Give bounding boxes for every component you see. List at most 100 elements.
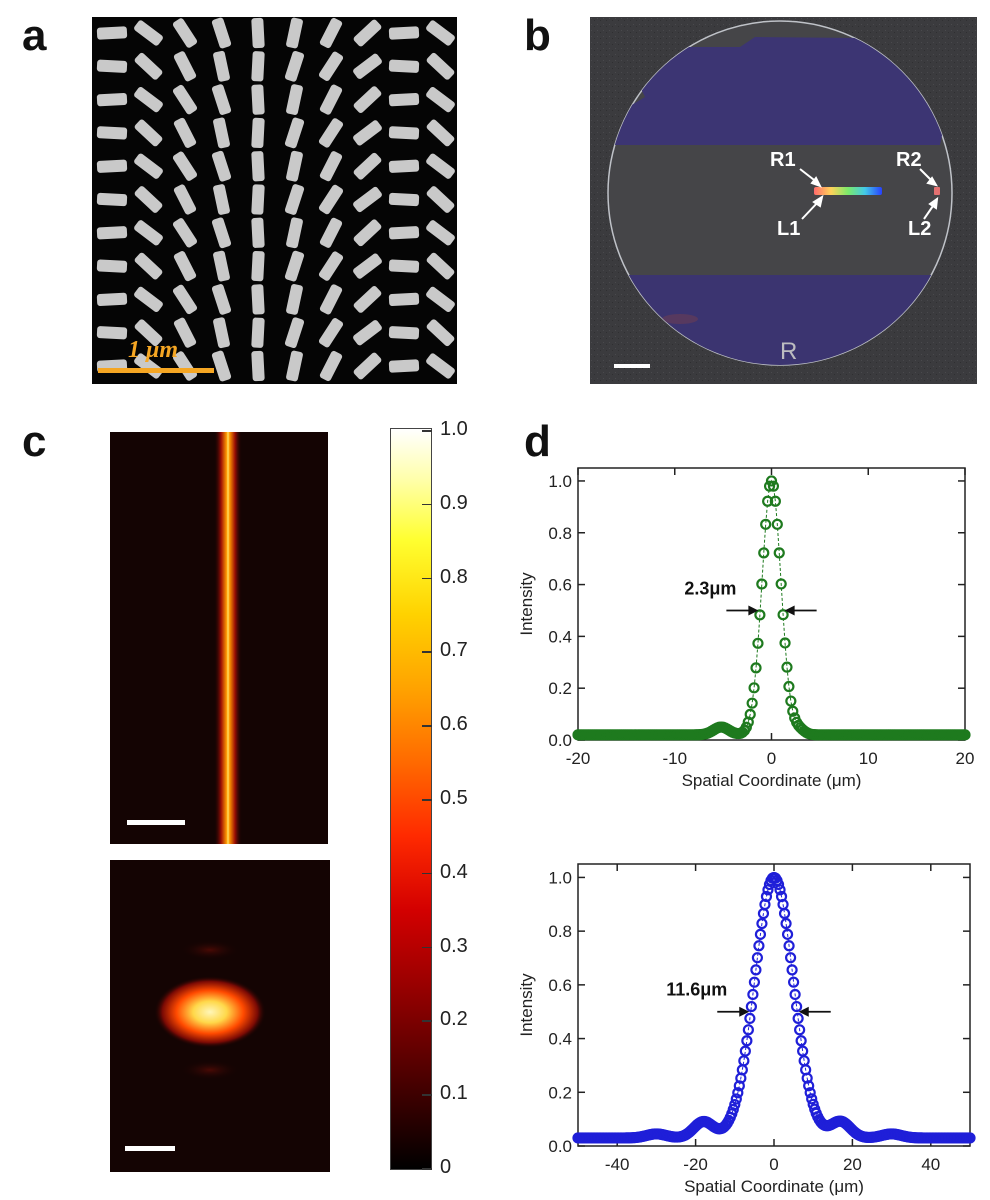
- data-point: [732, 1087, 744, 1099]
- fwhm-arrowhead-right: [784, 605, 795, 616]
- scale-bar-b: [614, 364, 650, 368]
- y-tick-label: 0.8: [548, 524, 572, 543]
- data-point: [742, 1024, 754, 1036]
- nanorod: [211, 217, 232, 249]
- scale-bar-c-top: [127, 820, 185, 825]
- nanorod: [388, 326, 420, 340]
- nanorod: [172, 218, 198, 248]
- nanorod: [286, 17, 303, 49]
- data-point: [778, 907, 791, 920]
- y-tick-label: 1.0: [548, 472, 572, 491]
- data-point: [740, 721, 752, 733]
- nanorod: [173, 251, 197, 282]
- colorbar-tick-label: 0: [440, 1156, 452, 1178]
- x-axis-label: Spatial Coordinate (μm): [684, 1177, 864, 1196]
- metalens-l1-rainbow: [814, 187, 882, 195]
- nanorod: [251, 350, 265, 382]
- nanorod: [211, 84, 232, 115]
- data-point: [767, 480, 780, 492]
- data-point: [748, 682, 760, 694]
- nanorod: [172, 84, 198, 115]
- focal-line-drawing: [127, 432, 242, 844]
- colorbar-tick-label: 0.3: [440, 934, 468, 957]
- nanorod: [388, 126, 420, 140]
- data-point: [733, 1080, 745, 1092]
- data-point: [754, 609, 766, 621]
- nanorod: [284, 184, 305, 215]
- data-point: [758, 547, 770, 559]
- data-point: [762, 495, 774, 507]
- data-point: [779, 637, 791, 649]
- fwhm-arrowhead-left: [739, 1006, 750, 1017]
- y-axis-label: Intensity: [520, 572, 536, 636]
- data-point: [756, 917, 768, 930]
- data-point: [801, 1072, 813, 1084]
- data-point: [783, 940, 795, 952]
- nanorod: [353, 286, 382, 313]
- nanorod: [284, 50, 305, 82]
- nanorod: [286, 150, 303, 182]
- colorbar-tick-label: 0.1: [440, 1082, 468, 1105]
- colorbar-tick: [422, 1020, 432, 1022]
- nanorod: [319, 84, 343, 115]
- data-point: [760, 518, 772, 530]
- nanorod: [251, 184, 265, 215]
- data-point: [773, 547, 785, 559]
- scale-bar-a: [98, 368, 214, 373]
- data-point: [788, 976, 800, 988]
- plot-frame: [577, 863, 971, 1147]
- data-point: [795, 1035, 807, 1047]
- x-tick-label: 20: [843, 1155, 862, 1174]
- intensity-chart-bottom: 0.0 0.2 0.4 0.6 0.8 1.0 -40 -20 0 20 40 Spatial Coo…: [520, 863, 976, 1196]
- data-point: [751, 952, 764, 964]
- x-tick-label: 0: [767, 749, 776, 768]
- nanorod: [286, 284, 303, 315]
- data-point: [741, 1035, 753, 1047]
- scale-bar-c-bottom: [125, 1146, 175, 1151]
- nanorod: [172, 351, 198, 381]
- sample-photo-drawing: R1 L1 R2 L2 R: [590, 17, 977, 384]
- scale-bar-a-label: 1 μm: [128, 337, 179, 363]
- nanorod: [388, 192, 420, 207]
- x-tick-label: 10: [859, 749, 878, 768]
- nanorod: [96, 26, 128, 40]
- nanorod: [353, 352, 382, 380]
- data-point: [753, 940, 765, 952]
- sem-image: 1 μm: [92, 17, 457, 384]
- data-point: [756, 578, 768, 590]
- nanorod: [172, 18, 198, 48]
- data-point: [746, 697, 758, 709]
- nanorod: [96, 59, 128, 73]
- nanorod: [353, 219, 382, 247]
- nanorod: [318, 251, 344, 281]
- y-tick-label: 1.0: [548, 868, 572, 887]
- nanorod: [134, 20, 163, 46]
- nanorod: [213, 184, 230, 215]
- nanorod: [388, 59, 420, 73]
- data-point: [789, 988, 801, 1001]
- nanorod: [173, 317, 197, 348]
- colorbar-tick: [422, 1094, 432, 1096]
- nanorod: [96, 259, 128, 273]
- nanorod: [213, 250, 230, 282]
- data-point: [781, 661, 793, 673]
- nanorod: [251, 317, 265, 348]
- nanorod: [213, 50, 230, 82]
- data-point: [747, 988, 759, 1001]
- nanorod: [388, 226, 420, 240]
- data-point: [775, 578, 787, 590]
- data-point: [783, 680, 795, 693]
- nanorod: [211, 17, 232, 49]
- nanorod: [319, 284, 343, 315]
- nanorod: [319, 350, 343, 382]
- x-tick-label: 20: [956, 749, 975, 768]
- nanorod: [353, 86, 382, 113]
- data-point: [754, 928, 767, 940]
- data-point: [794, 1024, 806, 1036]
- nanorod: [286, 217, 303, 249]
- colorbar-tick: [422, 503, 432, 506]
- nanorod: [251, 217, 265, 248]
- sample-photo: R1 L1 R2 L2 R: [590, 17, 977, 384]
- nanorod: [286, 350, 303, 382]
- data-point: [803, 1080, 815, 1092]
